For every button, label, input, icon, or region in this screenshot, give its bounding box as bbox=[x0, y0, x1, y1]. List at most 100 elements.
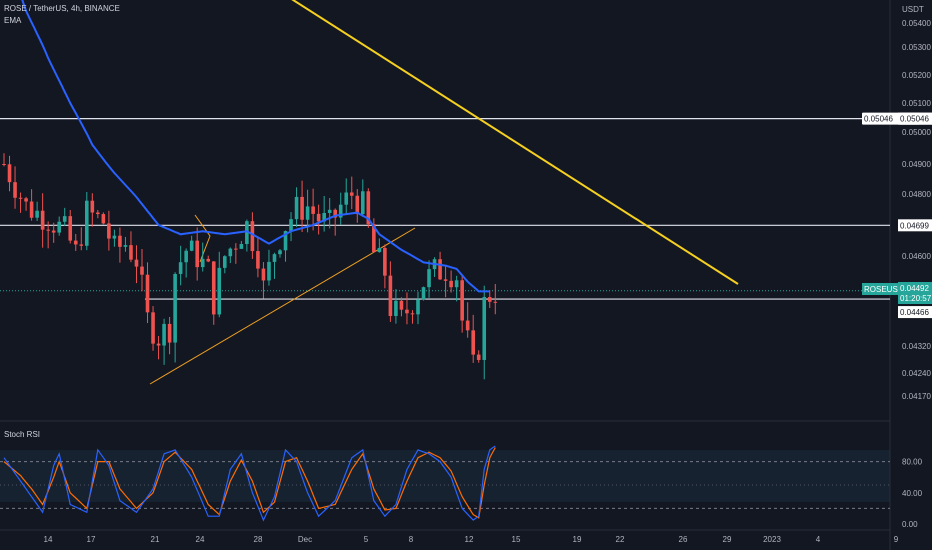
candle-body bbox=[327, 209, 332, 213]
time-tick-label: 26 bbox=[679, 535, 688, 544]
candle-body bbox=[13, 182, 17, 198]
candle-body bbox=[449, 280, 453, 288]
time-tick-label: 19 bbox=[573, 535, 582, 544]
candle-body bbox=[399, 300, 404, 310]
candle-body bbox=[294, 196, 299, 220]
price-tick-label: 0.04320 bbox=[902, 342, 931, 351]
candle-body bbox=[410, 313, 415, 315]
time-tick-label: Dec bbox=[298, 535, 312, 544]
candle-body bbox=[85, 200, 89, 246]
candle-body bbox=[454, 280, 459, 288]
candle-body bbox=[101, 214, 106, 224]
symbol-badge: ROSEUSDT bbox=[864, 285, 909, 294]
candle-body bbox=[405, 309, 409, 314]
candle-body bbox=[234, 248, 238, 250]
candle-body bbox=[245, 221, 249, 245]
candle-body bbox=[427, 269, 431, 288]
candle-body bbox=[349, 192, 354, 196]
candle-body bbox=[228, 248, 233, 257]
candle-body bbox=[211, 261, 216, 315]
candle-body bbox=[460, 280, 464, 321]
countdown-label: 01:20:57 bbox=[900, 294, 932, 303]
time-tick-label: 17 bbox=[87, 535, 96, 544]
price-tick-label: 0.04600 bbox=[902, 252, 931, 261]
symbol-badge-bg bbox=[862, 283, 902, 295]
candle-body bbox=[35, 210, 39, 218]
candle-body bbox=[206, 258, 211, 262]
candle-body bbox=[73, 240, 78, 245]
candle-body bbox=[145, 274, 150, 313]
candle-body bbox=[140, 266, 144, 275]
price-marker-04699: 0.04699 bbox=[900, 221, 929, 230]
stoch-band bbox=[0, 450, 890, 502]
symbol-title: ROSE / TetherUS, 4h, BINANCE bbox=[4, 4, 120, 13]
candle-body bbox=[156, 343, 161, 346]
price-marker-05046-bg bbox=[898, 112, 932, 125]
candle-body bbox=[372, 224, 376, 253]
candle-body bbox=[443, 279, 448, 281]
candle-body bbox=[79, 244, 84, 246]
time-tick-label: 12 bbox=[465, 535, 474, 544]
time-tick-label: 28 bbox=[254, 535, 263, 544]
candle-body bbox=[471, 330, 475, 355]
stoch-tick-label: 80.00 bbox=[902, 458, 923, 467]
candle-body bbox=[272, 254, 277, 262]
candle-body bbox=[189, 240, 194, 251]
candle-body bbox=[465, 320, 470, 331]
stoch-tick-label: 0.00 bbox=[902, 520, 918, 529]
candle-body bbox=[7, 164, 12, 183]
candle-body bbox=[112, 235, 117, 239]
candle-body bbox=[256, 251, 260, 269]
time-tick-label: 8 bbox=[409, 535, 414, 544]
candle-body bbox=[51, 230, 56, 233]
price-tick-label: 0.04170 bbox=[902, 392, 931, 401]
candle-body bbox=[338, 204, 343, 218]
candle-body bbox=[322, 212, 326, 222]
price-marker-04466-bg bbox=[898, 306, 932, 319]
time-tick-label: 24 bbox=[196, 535, 205, 544]
candle-body bbox=[278, 250, 282, 255]
price-axis-unit: USDT bbox=[902, 5, 924, 14]
candle-body bbox=[383, 247, 387, 276]
candle-body bbox=[162, 323, 166, 346]
candle-body bbox=[118, 235, 122, 247]
candle-body bbox=[178, 262, 183, 274]
candle-body bbox=[96, 212, 100, 215]
candle-body bbox=[377, 247, 382, 253]
pattern-marker bbox=[194, 214, 211, 263]
candle-body bbox=[134, 259, 139, 267]
candle-body bbox=[300, 196, 304, 220]
candle-body bbox=[223, 256, 227, 268]
candle-body bbox=[29, 201, 34, 218]
candle-body bbox=[90, 200, 95, 213]
candle-body bbox=[18, 197, 23, 199]
candle-body bbox=[482, 297, 487, 360]
candle-body bbox=[333, 209, 337, 218]
candle-body bbox=[394, 300, 398, 317]
time-tick-label: 21 bbox=[151, 535, 160, 544]
time-tick-label: 9 bbox=[894, 535, 899, 544]
candle-body bbox=[57, 221, 61, 233]
candle-body bbox=[24, 198, 28, 202]
price-tick-label: 0.05400 bbox=[902, 19, 931, 28]
candle-body bbox=[305, 206, 310, 220]
time-tick-label: 14 bbox=[44, 535, 53, 544]
time-tick-label: 15 bbox=[512, 535, 521, 544]
candle-body bbox=[289, 219, 293, 232]
candle-body bbox=[184, 250, 188, 263]
candle-body bbox=[167, 323, 172, 343]
time-tick-label: 2023 bbox=[763, 535, 781, 544]
candle-body bbox=[107, 223, 111, 239]
candle-body bbox=[123, 245, 128, 247]
time-tick-label: 29 bbox=[723, 535, 732, 544]
candle-body bbox=[2, 164, 6, 165]
stoch-d-line bbox=[3, 447, 496, 519]
candle-body bbox=[344, 192, 349, 205]
candle-body bbox=[421, 287, 426, 300]
price-tick-label: 0.05100 bbox=[902, 99, 931, 108]
candle-body bbox=[40, 210, 45, 230]
candle-body bbox=[239, 244, 244, 249]
price-tick-label: 0.04240 bbox=[902, 369, 931, 378]
candle-body bbox=[46, 229, 50, 231]
